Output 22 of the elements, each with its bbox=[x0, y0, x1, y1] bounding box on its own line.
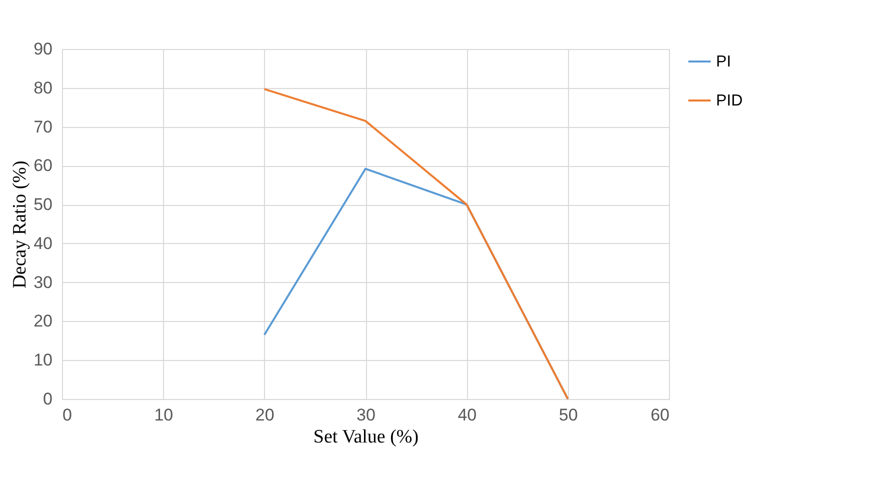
y-tick-label: 0 bbox=[43, 390, 52, 408]
x-tick-label: 10 bbox=[154, 406, 174, 424]
y-tick-label: 70 bbox=[34, 117, 52, 136]
line-series bbox=[263, 88, 569, 400]
x-tick-label: 60 bbox=[650, 406, 670, 424]
y-tick-label: 50 bbox=[34, 195, 52, 214]
y-tick-label: 60 bbox=[34, 156, 52, 176]
y-tick-label: 90 bbox=[34, 40, 52, 58]
y-tick-label: 80 bbox=[34, 78, 52, 98]
x-axis-title: Set Value (%) bbox=[313, 426, 419, 448]
x-tick-label: 0 bbox=[62, 406, 72, 424]
x-tick-label: 30 bbox=[356, 406, 376, 424]
y-tick-label: 10 bbox=[34, 350, 52, 370]
legend-label: PI bbox=[716, 54, 732, 70]
x-tick-label: 20 bbox=[255, 406, 274, 424]
y-tick-label: 30 bbox=[34, 272, 52, 292]
y-axis-title: Decay Ratio (%) bbox=[10, 160, 31, 288]
y-tick-label: 40 bbox=[34, 234, 52, 253]
legend-label: PID bbox=[716, 92, 743, 110]
x-tick-label: 50 bbox=[558, 406, 578, 424]
y-tick-label: 20 bbox=[34, 312, 52, 331]
x-tick-label: 40 bbox=[458, 406, 477, 424]
